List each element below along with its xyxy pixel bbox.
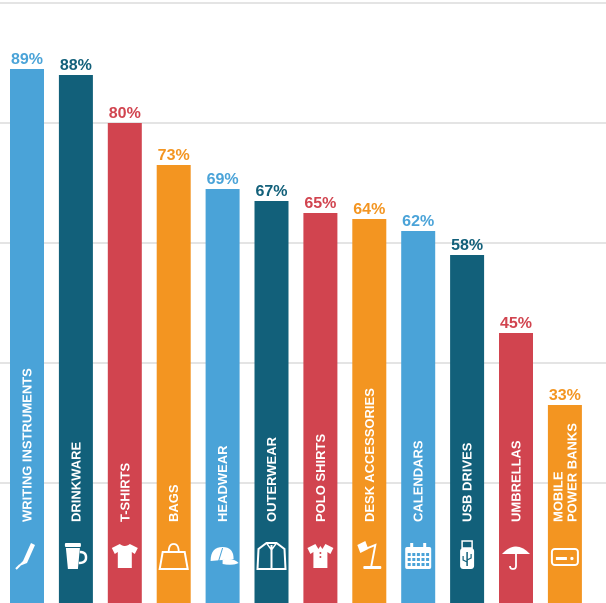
value-label: 64% xyxy=(353,201,385,218)
bar-group: 58% USB DRIVES xyxy=(450,237,485,603)
bar-group: 69% HEADWEAR xyxy=(205,171,240,603)
bar xyxy=(254,201,289,603)
category-label: UMBRELLAS xyxy=(509,440,524,522)
value-label: 80% xyxy=(109,105,141,122)
bar xyxy=(547,405,582,603)
bar-group: 73% BAGS xyxy=(156,147,191,603)
bar xyxy=(303,213,338,603)
value-label: 73% xyxy=(158,147,190,164)
bar-group: 33% MOBILE POWER BANKS xyxy=(547,387,582,603)
usb-drive-icon xyxy=(460,540,475,569)
category-label: BAGS xyxy=(166,484,181,522)
category-label: WRITING INSTRUMENTS xyxy=(20,368,35,522)
travel-mug-icon xyxy=(64,543,88,569)
value-label: 45% xyxy=(500,315,532,332)
category-label: DESK ACCESSORIES xyxy=(362,388,377,522)
category-label: POWER BANKS xyxy=(564,423,579,522)
umbrella-icon xyxy=(502,546,530,570)
desk-lamp-icon xyxy=(357,541,382,569)
bar xyxy=(107,123,142,603)
bar xyxy=(450,255,485,603)
calendar-icon xyxy=(405,543,432,569)
value-label: 69% xyxy=(207,171,239,188)
bar-group: 45% UMBRELLAS xyxy=(499,315,533,603)
polo-shirt-icon xyxy=(307,544,334,568)
bars: 89% WRITING INSTRUMENTS 88% DRINKWARE 80% T-S… xyxy=(10,51,582,603)
bar xyxy=(10,69,44,603)
bar xyxy=(401,231,436,603)
bar-group: 67% OUTERWEAR xyxy=(254,183,289,603)
category-label: DRINKWARE xyxy=(68,442,83,522)
bar-group: 80% T-SHIRTS xyxy=(107,105,142,603)
value-label: 88% xyxy=(60,57,92,74)
bar-group: 88% DRINKWARE xyxy=(58,57,93,603)
category-label: USB DRIVES xyxy=(460,442,475,522)
bar xyxy=(352,219,387,603)
category-label: T-SHIRTS xyxy=(117,462,132,522)
power-bank-icon xyxy=(550,548,579,566)
t-shirt-icon xyxy=(111,544,138,568)
category-label: OUTERWEAR xyxy=(264,436,279,522)
category-label: HEADWEAR xyxy=(215,445,230,522)
cap-icon xyxy=(210,547,239,565)
shopping-bag-icon xyxy=(158,543,189,570)
value-label: 58% xyxy=(451,237,483,254)
value-label: 89% xyxy=(11,51,43,68)
bar-group: 89% WRITING INSTRUMENTS xyxy=(10,51,44,603)
category-label: CALENDARS xyxy=(411,440,426,522)
bar xyxy=(58,75,93,603)
bar-group: 65% POLO SHIRTS xyxy=(303,195,338,603)
value-label: 33% xyxy=(549,387,581,404)
bar xyxy=(156,165,191,603)
category-label: POLO SHIRTS xyxy=(313,434,328,522)
value-label: 62% xyxy=(402,213,434,230)
bar-group: 64% DESK ACCESSORIES xyxy=(352,201,387,603)
value-label: 67% xyxy=(255,183,287,200)
category-label: MOBILE xyxy=(550,471,565,522)
jacket-icon xyxy=(256,542,287,570)
bar-group: 62% CALENDARS xyxy=(401,213,436,603)
bar xyxy=(205,189,240,603)
pen-icon xyxy=(15,543,35,570)
value-label: 65% xyxy=(304,195,336,212)
